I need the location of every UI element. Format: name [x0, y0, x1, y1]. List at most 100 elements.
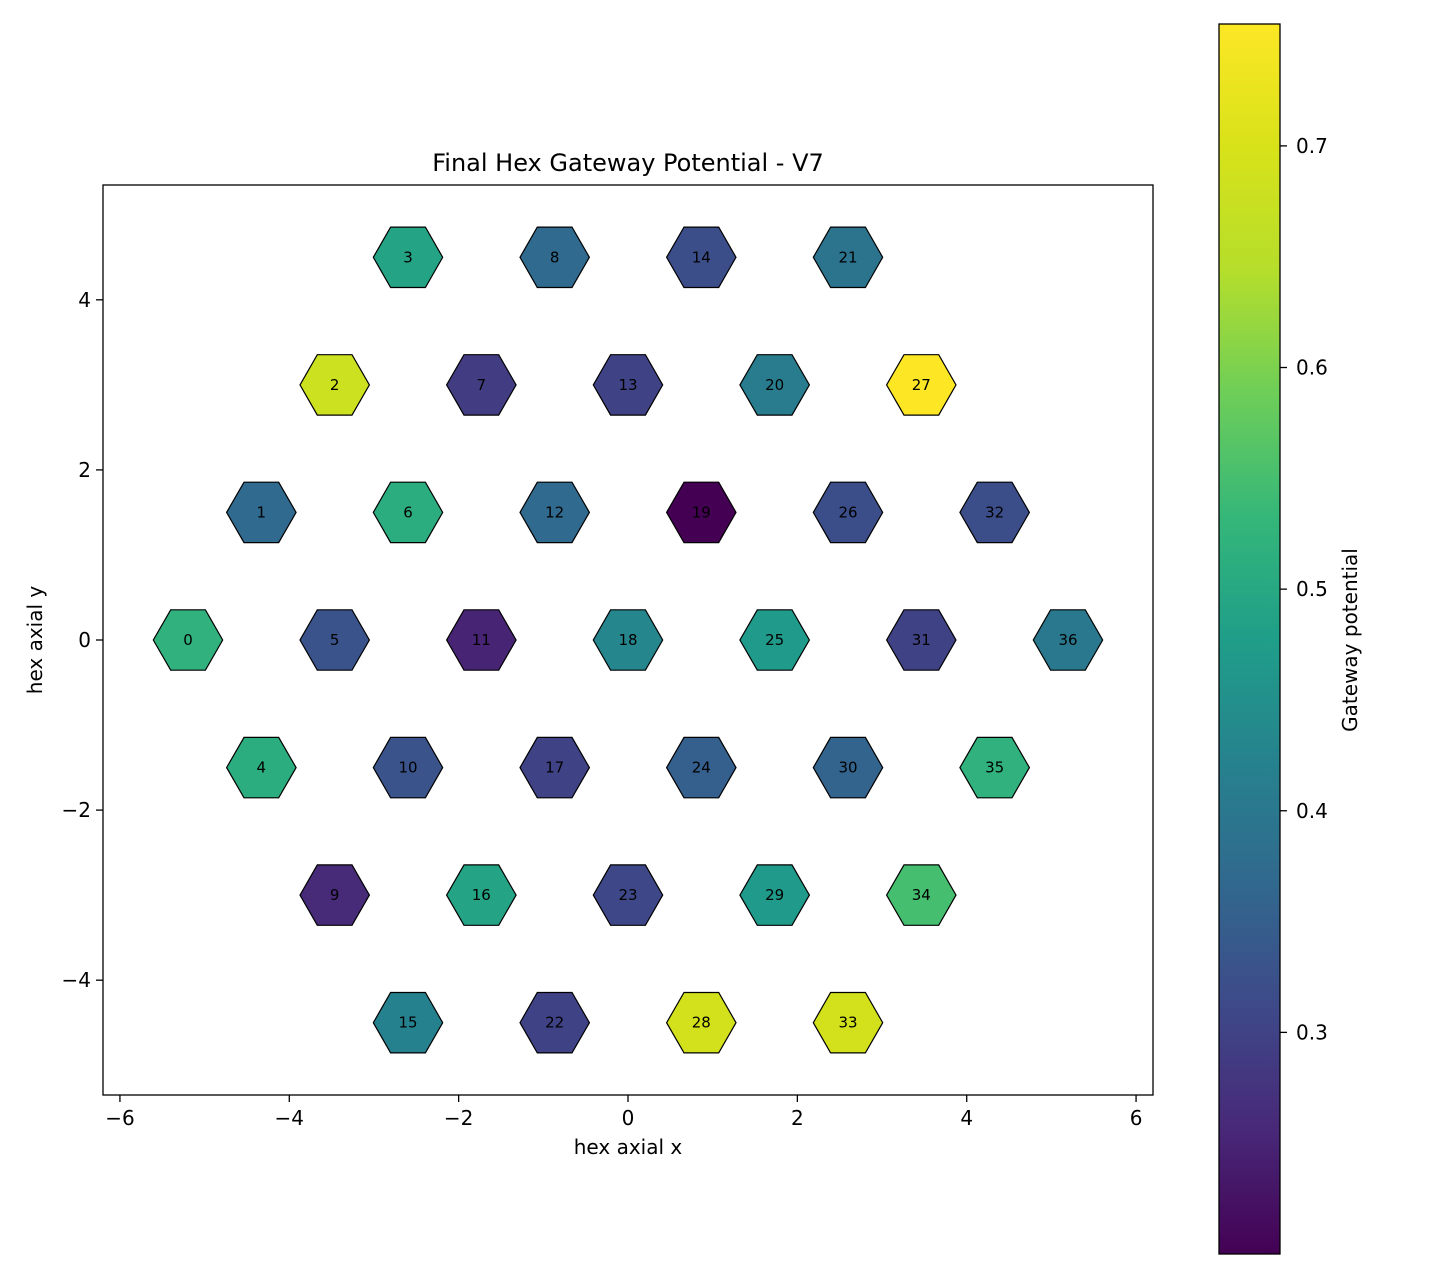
y-axis-ticks: −4 −2 0 2 4 [62, 288, 103, 992]
hex-cell-label: 28 [692, 1014, 711, 1032]
colorbar-label: Gateway potential [1338, 548, 1362, 732]
hex-cell [812, 991, 884, 1054]
y-tick-label: 0 [78, 628, 91, 652]
hex-cell [665, 226, 737, 289]
hex-cell [372, 481, 444, 544]
hex-cell-label: 11 [472, 631, 491, 649]
hex-cell [445, 864, 517, 926]
hex-cell-label: 30 [838, 759, 857, 777]
hex-cell-label: 3 [403, 248, 413, 266]
hex-cell-label: 19 [692, 503, 711, 521]
hex-cell-label: 14 [692, 248, 711, 266]
hex-cell [885, 609, 957, 671]
hex-cell-label: 29 [765, 886, 784, 904]
hex-cell [372, 991, 444, 1054]
hex-cell-label: 5 [330, 631, 340, 649]
hex-cell-label: 6 [403, 503, 413, 521]
x-axis-label: hex axial x [574, 1135, 683, 1159]
x-tick-label: −2 [444, 1106, 473, 1130]
hex-cell-label: 8 [550, 248, 560, 266]
hex-cell-label: 1 [257, 503, 267, 521]
colorbar-tick-label: 0.7 [1296, 134, 1328, 158]
hex-cell-label: 7 [477, 376, 487, 394]
hex-cell-label: 2 [330, 376, 340, 394]
y-axis-label: hex axial y [23, 586, 47, 695]
hex-cell [959, 736, 1031, 799]
hex-cell [372, 736, 444, 799]
colorbar-ticks: 0.3 0.4 0.5 0.6 0.7 [1280, 134, 1328, 1044]
hex-cell [739, 609, 811, 671]
hex-cell-label: 18 [618, 631, 637, 649]
hex-cell-label: 10 [398, 759, 417, 777]
hex-cell-label: 17 [545, 759, 564, 777]
hex-cell-label: 34 [912, 886, 931, 904]
colorbar [1218, 23, 1281, 1255]
colorbar-tick-label: 0.3 [1296, 1020, 1328, 1044]
hex-cell [739, 354, 811, 416]
chart-title: Final Hex Gateway Potential - V7 [432, 149, 824, 177]
x-tick-label: 6 [1130, 1106, 1143, 1130]
hex-cell [592, 609, 664, 671]
hex-cell [665, 736, 737, 799]
hex-cell-label: 26 [838, 503, 857, 521]
x-tick-label: 0 [622, 1106, 635, 1130]
hex-cell [152, 609, 224, 671]
colorbar-tick-label: 0.4 [1296, 799, 1328, 823]
hex-cell-label: 36 [1058, 631, 1077, 649]
hex-cell [812, 736, 884, 799]
hex-cell-label: 4 [257, 759, 267, 777]
colorbar-tick-label: 0.6 [1296, 356, 1328, 380]
y-tick-label: −4 [62, 968, 91, 992]
hex-cells: 0123456789101112131415161718192021222324… [152, 226, 1104, 1054]
hex-cell-label: 32 [985, 503, 1004, 521]
hex-cell-label: 12 [545, 503, 564, 521]
hex-cell-label: 24 [692, 759, 711, 777]
hex-cell [1032, 609, 1104, 671]
hex-cell [299, 609, 371, 671]
hex-cell [519, 481, 591, 544]
hex-cell [519, 736, 591, 799]
x-tick-label: 2 [791, 1106, 804, 1130]
hex-cell [959, 481, 1031, 544]
x-axis-ticks: −6 −4 −2 0 2 4 6 [105, 1095, 1142, 1130]
hex-cell [225, 736, 297, 799]
hex-cell [812, 481, 884, 544]
x-tick-label: 4 [960, 1106, 973, 1130]
hex-cell-label: 16 [472, 886, 491, 904]
hex-cell [665, 991, 737, 1054]
hex-cell [445, 354, 517, 416]
x-tick-label: −4 [275, 1106, 304, 1130]
hex-cell [885, 864, 957, 926]
y-tick-label: 4 [78, 288, 91, 312]
hex-cell-label: 25 [765, 631, 784, 649]
hex-cell [592, 354, 664, 416]
hex-cell [519, 226, 591, 289]
y-tick-label: 2 [78, 458, 91, 482]
hex-cell-label: 33 [838, 1014, 857, 1032]
hex-cell [445, 609, 517, 671]
hex-cell [885, 354, 957, 416]
hex-cell-label: 9 [330, 886, 340, 904]
hex-cell-label: 20 [765, 376, 784, 394]
hex-cell [299, 354, 371, 416]
hex-cell-label: 0 [183, 631, 193, 649]
hex-cell-label: 21 [838, 248, 857, 266]
hex-cell [812, 226, 884, 289]
colorbar-tick-label: 0.5 [1296, 577, 1328, 601]
hex-cell-label: 27 [912, 376, 931, 394]
hex-cell [739, 864, 811, 926]
hex-cell-label: 23 [618, 886, 637, 904]
hex-cell [372, 226, 444, 289]
x-tick-label: −6 [105, 1106, 134, 1130]
hex-cell-label: 22 [545, 1014, 564, 1032]
hex-cell [225, 481, 297, 544]
hex-cell-label: 13 [618, 376, 637, 394]
hex-cell [665, 481, 737, 544]
hex-cell [299, 864, 371, 926]
hex-cell-label: 15 [398, 1014, 417, 1032]
hex-cell [592, 864, 664, 926]
hex-cell [519, 991, 591, 1054]
y-tick-label: −2 [62, 798, 91, 822]
